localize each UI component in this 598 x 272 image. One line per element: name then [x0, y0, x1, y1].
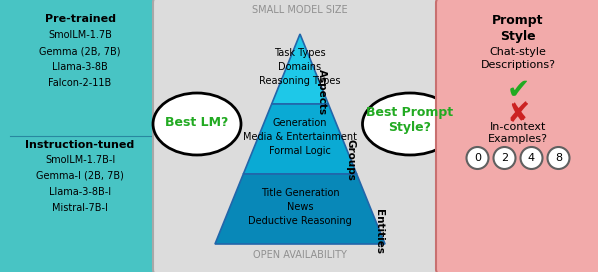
- FancyBboxPatch shape: [436, 0, 598, 272]
- Text: Gemma (2B, 7B): Gemma (2B, 7B): [39, 46, 121, 56]
- Circle shape: [466, 147, 489, 169]
- Text: News: News: [287, 202, 313, 212]
- Text: Llama-3-8B-I: Llama-3-8B-I: [49, 187, 111, 197]
- Text: Mistral-7B-I: Mistral-7B-I: [52, 203, 108, 213]
- Text: ✘: ✘: [507, 100, 530, 128]
- Polygon shape: [243, 104, 356, 174]
- Text: Deductive Reasoning: Deductive Reasoning: [248, 216, 352, 226]
- Text: In-context: In-context: [490, 122, 546, 132]
- Circle shape: [493, 147, 515, 169]
- FancyBboxPatch shape: [0, 0, 164, 272]
- Text: Prompt
Style: Prompt Style: [492, 14, 544, 43]
- Text: Formal Logic: Formal Logic: [269, 146, 331, 156]
- Text: ✔: ✔: [507, 76, 530, 104]
- Text: Best Prompt
Style?: Best Prompt Style?: [367, 106, 453, 134]
- Text: Title Generation: Title Generation: [261, 188, 339, 198]
- Text: Falcon-2-11B: Falcon-2-11B: [48, 78, 112, 88]
- Text: Pre-trained: Pre-trained: [44, 14, 115, 24]
- Text: Groups: Groups: [346, 139, 355, 181]
- Text: OPEN AVAILABILITY: OPEN AVAILABILITY: [253, 250, 347, 260]
- Text: 2: 2: [501, 153, 508, 163]
- Text: Gemma-I (2B, 7B): Gemma-I (2B, 7B): [36, 171, 124, 181]
- Text: SMALL MODEL SIZE: SMALL MODEL SIZE: [252, 5, 348, 15]
- Text: Entities: Entities: [374, 209, 384, 254]
- Polygon shape: [271, 34, 328, 104]
- Text: Domains: Domains: [279, 62, 322, 72]
- Text: 0: 0: [474, 153, 481, 163]
- Text: SmolLM-1.7B: SmolLM-1.7B: [48, 30, 112, 40]
- Text: Instruction-tuned: Instruction-tuned: [25, 140, 135, 150]
- Text: Task Types: Task Types: [274, 48, 326, 58]
- Text: 8: 8: [555, 153, 562, 163]
- Ellipse shape: [153, 93, 241, 155]
- Text: Descriptions?: Descriptions?: [481, 60, 556, 70]
- Text: Best LM?: Best LM?: [165, 116, 228, 128]
- Text: Media & Entertainment: Media & Entertainment: [243, 132, 357, 142]
- Text: Chat-style: Chat-style: [490, 47, 547, 57]
- Text: Llama-3-8B: Llama-3-8B: [52, 62, 108, 72]
- Ellipse shape: [362, 93, 457, 155]
- FancyBboxPatch shape: [153, 0, 447, 272]
- Text: Reasoning Types: Reasoning Types: [260, 76, 341, 86]
- Text: Examples?: Examples?: [488, 134, 548, 144]
- Circle shape: [520, 147, 542, 169]
- Polygon shape: [215, 174, 385, 244]
- Text: SmolLM-1.7B-I: SmolLM-1.7B-I: [45, 155, 115, 165]
- Text: Generation: Generation: [273, 118, 327, 128]
- Circle shape: [548, 147, 569, 169]
- Text: 4: 4: [528, 153, 535, 163]
- Text: Aspects: Aspects: [317, 69, 327, 115]
